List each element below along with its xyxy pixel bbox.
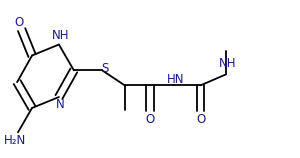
Text: O: O xyxy=(196,113,206,126)
Text: H₂N: H₂N xyxy=(4,134,26,147)
Text: NH: NH xyxy=(219,57,236,70)
Text: O: O xyxy=(14,16,23,29)
Text: HN: HN xyxy=(167,73,184,86)
Text: O: O xyxy=(146,113,154,126)
Text: S: S xyxy=(101,62,108,75)
Text: NH: NH xyxy=(52,29,69,43)
Text: N: N xyxy=(56,97,65,111)
